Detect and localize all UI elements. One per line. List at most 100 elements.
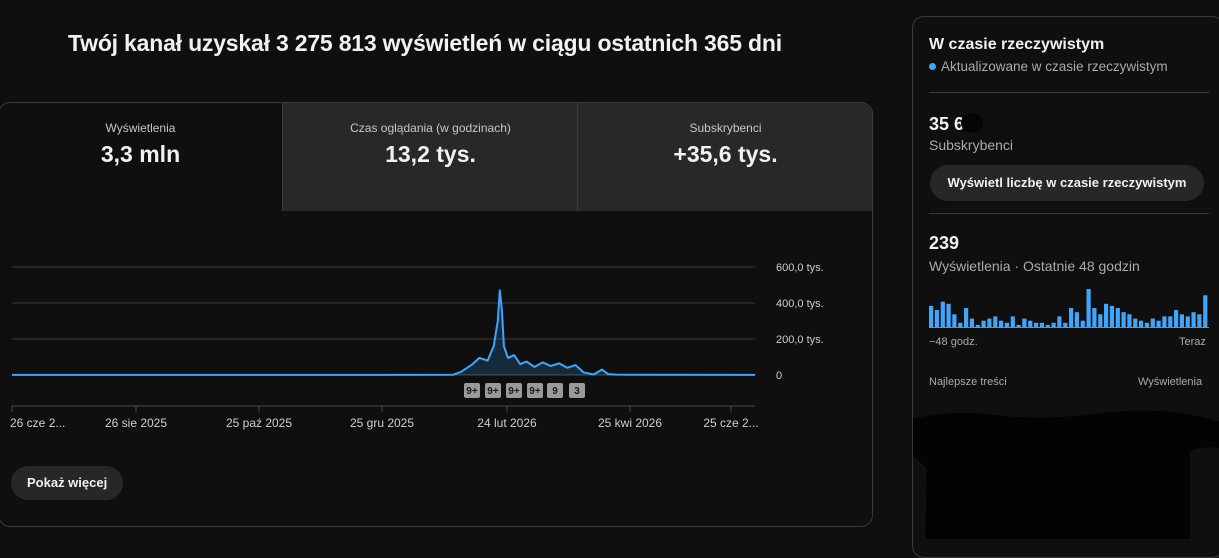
x-tick-label: 25 cze 2...: [703, 416, 758, 430]
hourly-bar: [1086, 289, 1091, 327]
marker-badge-bg: [547, 383, 563, 398]
tab-views-value: 3,3 mln: [100, 141, 181, 167]
subscriber-count-label: Subskrybenci: [929, 137, 1014, 153]
tab-subscribers-value: +35,6 tys.: [673, 141, 778, 167]
subscriber-count: 35 6: [929, 113, 984, 135]
top-content-label: Najlepsze treści: [929, 376, 1007, 388]
recent-views-label: Wyświetlenia · Ostatnie 48 godzin: [929, 258, 1140, 274]
hourly-bar: [1039, 322, 1044, 327]
marker-badge-label: 9+: [529, 386, 541, 397]
hourly-bar: [999, 320, 1004, 327]
realtime-panel: W czasie rzeczywistym Aktualizowane w cz…: [912, 16, 1219, 558]
hourly-bar: [1098, 314, 1103, 327]
show-more-button[interactable]: Pokaż więcej: [11, 466, 124, 500]
hourly-bar: [1197, 314, 1202, 327]
x-tick-label: 26 sie 2025: [105, 416, 167, 430]
x-tick-label: 25 kwi 2026: [598, 416, 662, 430]
hourly-bar: [1185, 316, 1190, 327]
hourly-bar: [1168, 316, 1173, 327]
divider: [929, 213, 1209, 214]
marker-badge-label: 9+: [487, 386, 499, 397]
hourly-bar: [946, 303, 951, 327]
hourly-bar: [958, 322, 963, 327]
subscriber-count-value: 35 6: [929, 114, 965, 134]
hourly-views-bar-chart: [929, 289, 1209, 328]
hourly-bar: [1092, 308, 1097, 327]
marker-badge-label: 9+: [508, 386, 520, 397]
y-tick-label: 600,0 tys.: [776, 262, 824, 274]
redacted-content: [913, 410, 1219, 539]
realtime-status-text: Aktualizowane w czasie rzeczywistym: [941, 59, 1168, 74]
hourly-bar: [1203, 295, 1208, 327]
marker-badge-label: 9: [552, 386, 558, 397]
show-live-count-button[interactable]: Wyświetl liczbę w czasie rzeczywistym: [930, 165, 1204, 201]
tab-subscribers-label: Subskrybenci: [689, 121, 762, 135]
realtime-status: Aktualizowane w czasie rzeczywistym: [929, 59, 1168, 74]
video-marker-badge: 3: [569, 383, 585, 398]
hourly-bar: [1004, 322, 1009, 327]
hourly-bar: [1109, 305, 1114, 327]
hourly-bar: [969, 318, 974, 327]
hourly-bar: [1104, 303, 1109, 327]
bars-axis-start: −48 godz.: [929, 336, 978, 348]
video-marker-badge: 9: [547, 383, 563, 398]
hourly-bar: [1022, 318, 1027, 327]
tab-views[interactable]: Wyświetlenia 3,3 mln: [0, 103, 282, 211]
tab-watch-time[interactable]: Czas oglądania (w godzinach) 13,2 tys.: [282, 103, 578, 211]
x-tick-label: 25 gru 2025: [350, 416, 414, 430]
tab-watch-time-value: 13,2 tys.: [385, 141, 476, 167]
hourly-bar: [1115, 308, 1120, 327]
x-tick-label: 26 cze 2...: [10, 416, 65, 430]
hourly-bar: [1121, 312, 1126, 327]
marker-badge-label: 9+: [466, 386, 478, 397]
top-content-views-label: Wyświetlenia: [1138, 376, 1203, 388]
hourly-bar: [1069, 308, 1074, 327]
marker-badge-bg: [506, 383, 522, 398]
hourly-bar: [975, 324, 980, 327]
hourly-bar: [952, 314, 957, 327]
video-marker-badge: 9+: [485, 383, 501, 398]
video-marker-badge: 9+: [506, 383, 522, 398]
hourly-bar: [934, 310, 939, 327]
hourly-bar: [1179, 314, 1184, 327]
video-marker-badge: 9+: [527, 383, 543, 398]
hourly-bar: [1057, 316, 1062, 327]
live-dot-icon: [929, 63, 936, 70]
marker-badge-bg: [485, 383, 501, 398]
hourly-bar: [1016, 324, 1021, 327]
marker-badge-label: 3: [574, 386, 580, 397]
series-line: [12, 289, 756, 376]
hourly-bar: [1063, 322, 1068, 327]
hourly-bar: [1045, 324, 1050, 327]
x-tick-label: 25 paź 2025: [226, 416, 292, 430]
y-tick-label: 0: [776, 370, 782, 382]
hourly-bar: [1080, 320, 1085, 327]
hourly-bar: [1156, 320, 1161, 327]
tab-subscribers[interactable]: Subskrybenci +35,6 tys.: [577, 103, 872, 211]
hourly-bar: [940, 301, 945, 327]
video-marker-badge: 9+: [464, 383, 480, 398]
hourly-bar: [1034, 322, 1039, 327]
analytics-card: Wyświetlenia 3,3 mln Czas oglądania (w g…: [0, 102, 873, 527]
divider: [929, 92, 1209, 93]
hourly-bar: [1144, 322, 1149, 327]
marker-badge-bg: [569, 383, 585, 398]
redaction-blob: [961, 113, 984, 133]
hourly-bar: [1191, 312, 1196, 327]
hourly-bar: [1074, 312, 1079, 327]
hourly-bar: [981, 320, 986, 327]
recent-views-value: 239: [929, 233, 960, 253]
hourly-bar: [929, 305, 934, 327]
hourly-bar: [1127, 314, 1132, 327]
marker-badge-bg: [464, 383, 480, 398]
hourly-bar: [987, 318, 992, 327]
hourly-bar: [1150, 318, 1155, 327]
bars-axis-end: Teraz: [1179, 336, 1206, 348]
hourly-bar: [964, 308, 969, 327]
hourly-bar: [1051, 322, 1056, 327]
y-tick-label: 400,0 tys.: [776, 298, 824, 310]
y-tick-label: 200,0 tys.: [776, 334, 824, 346]
tab-watch-time-label: Czas oglądania (w godzinach): [350, 121, 511, 135]
hourly-bar: [1028, 320, 1033, 327]
views-line-chart: 600,0 tys. 400,0 tys. 200,0 tys. 0 9+ 9+ 9+ 9+ 9…: [10, 262, 824, 430]
